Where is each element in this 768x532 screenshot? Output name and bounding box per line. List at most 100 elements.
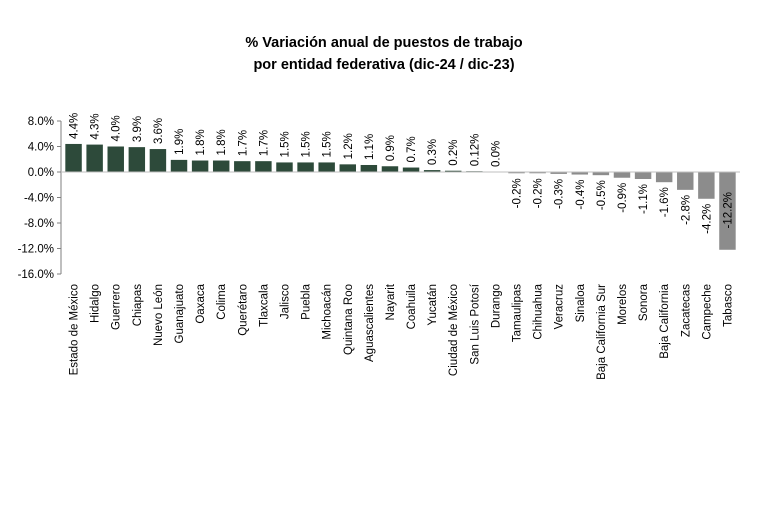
data-label: -0.2% xyxy=(533,178,545,208)
category-label: Tamaulipas xyxy=(512,284,524,342)
bar xyxy=(276,162,293,172)
data-label: 1.8% xyxy=(195,129,207,155)
data-label: 1.7% xyxy=(258,130,270,156)
category-label: Yucatán xyxy=(427,284,439,326)
bars xyxy=(65,143,736,250)
category-label: Sinaloa xyxy=(575,283,587,322)
category-label: Baja California xyxy=(659,283,671,358)
data-label: -0.2% xyxy=(512,178,524,208)
bar xyxy=(634,172,652,180)
category-label: Aguascalientes xyxy=(364,284,376,362)
y-tick-label: -8.0% xyxy=(24,218,54,230)
bar xyxy=(508,172,525,174)
category-label: Morelos xyxy=(617,284,629,325)
chart-title: % Variación anual de puestos de trabajo … xyxy=(0,32,768,76)
data-label: -0.9% xyxy=(617,183,629,213)
data-label: 1.1% xyxy=(364,134,376,160)
category-label: Hidalgo xyxy=(90,284,102,323)
category-label: Tlaxcala xyxy=(258,283,270,326)
category-label: Colima xyxy=(216,283,228,319)
data-labels: 4.4% 4.3% 4.0% 3.9% 3.6% 1.9% 1.8% 1.8% 1.7% 1.7%… xyxy=(69,113,735,234)
data-label: 3.6% xyxy=(153,118,165,144)
category-label: Quintana Roo xyxy=(343,284,355,355)
category-label: Oaxaca xyxy=(195,283,207,323)
data-label: -12.2% xyxy=(722,192,734,228)
data-label: 0.2% xyxy=(448,140,460,166)
bar xyxy=(234,161,251,172)
bar xyxy=(655,172,673,183)
data-label: 1.9% xyxy=(174,129,186,155)
bar xyxy=(65,143,82,172)
bar xyxy=(423,170,441,172)
data-label: 4.4% xyxy=(69,113,81,139)
data-label: -0.3% xyxy=(554,179,566,209)
data-label: 1.5% xyxy=(322,131,334,157)
category-label: Zacatecas xyxy=(680,284,692,337)
data-label: 0.9% xyxy=(385,135,397,161)
data-label: -1.6% xyxy=(659,187,671,217)
bar xyxy=(677,172,694,190)
bar xyxy=(550,172,567,174)
y-tick-label: -4.0% xyxy=(24,193,54,205)
data-label: -0.5% xyxy=(596,180,608,210)
chart-title-line-2: por entidad federativa (dic-24 / dic-23) xyxy=(253,57,515,73)
data-label: -1.1% xyxy=(638,184,650,214)
bar xyxy=(149,149,167,172)
bar xyxy=(339,164,356,172)
y-tick-label: 4.0% xyxy=(28,142,54,154)
category-label: Ciudad de México xyxy=(448,284,460,376)
category-label: Baja California Sur xyxy=(596,284,608,380)
category-label: Michoacán xyxy=(322,284,334,340)
y-tick-label: -12.0% xyxy=(18,244,54,256)
y-tick-label: 0.0% xyxy=(28,167,54,179)
data-label: 0.3% xyxy=(427,139,439,165)
data-label: 1.5% xyxy=(301,131,313,157)
data-label: 1.5% xyxy=(279,131,291,157)
bar xyxy=(212,160,230,172)
data-label: 4.3% xyxy=(90,113,102,139)
bar xyxy=(318,162,335,172)
data-label: -4.2% xyxy=(701,204,713,234)
category-label: Chihuahua xyxy=(533,283,545,339)
data-label: 0.7% xyxy=(406,136,418,162)
data-label: 0.12% xyxy=(469,134,481,167)
category-label: Estado de México xyxy=(69,284,81,375)
bar xyxy=(613,172,631,178)
bar xyxy=(191,160,209,172)
bar xyxy=(571,172,589,175)
category-label: Veracruz xyxy=(554,284,566,330)
data-label: 3.9% xyxy=(132,116,144,142)
category-label: Campeche xyxy=(701,284,713,340)
bar xyxy=(86,144,103,172)
category-label: Tabasco xyxy=(722,284,734,327)
category-label: Querétaro xyxy=(237,284,249,336)
category-label: Chiapas xyxy=(132,284,144,326)
category-label: Durango xyxy=(490,284,502,328)
data-label: 1.8% xyxy=(216,129,228,155)
bar xyxy=(381,166,399,172)
chart-title-line-1: % Variación anual de puestos de trabajo xyxy=(245,35,523,51)
data-label: 1.2% xyxy=(343,133,355,159)
bar xyxy=(170,159,188,172)
category-label: Coahuila xyxy=(406,283,418,329)
bar xyxy=(360,164,378,172)
bar xyxy=(698,172,715,199)
category-label: Puebla xyxy=(301,283,313,319)
bar xyxy=(255,161,272,172)
category-labels: Estado de México Hidalgo Guerrero Chiapas Nu… xyxy=(69,283,735,380)
bar xyxy=(107,146,124,172)
bar xyxy=(128,147,146,172)
category-label: Guerrero xyxy=(111,284,123,330)
bar xyxy=(592,172,610,176)
data-label: 0.0% xyxy=(490,141,502,167)
category-label: Guanajuato xyxy=(174,284,186,343)
category-label: Nuevo León xyxy=(153,284,165,346)
category-label: Sonora xyxy=(638,283,650,321)
bar xyxy=(719,172,736,250)
bar xyxy=(297,162,314,172)
category-label: Nayarit xyxy=(385,283,397,320)
bar xyxy=(529,172,546,174)
bar xyxy=(445,170,462,172)
bar xyxy=(402,167,420,172)
